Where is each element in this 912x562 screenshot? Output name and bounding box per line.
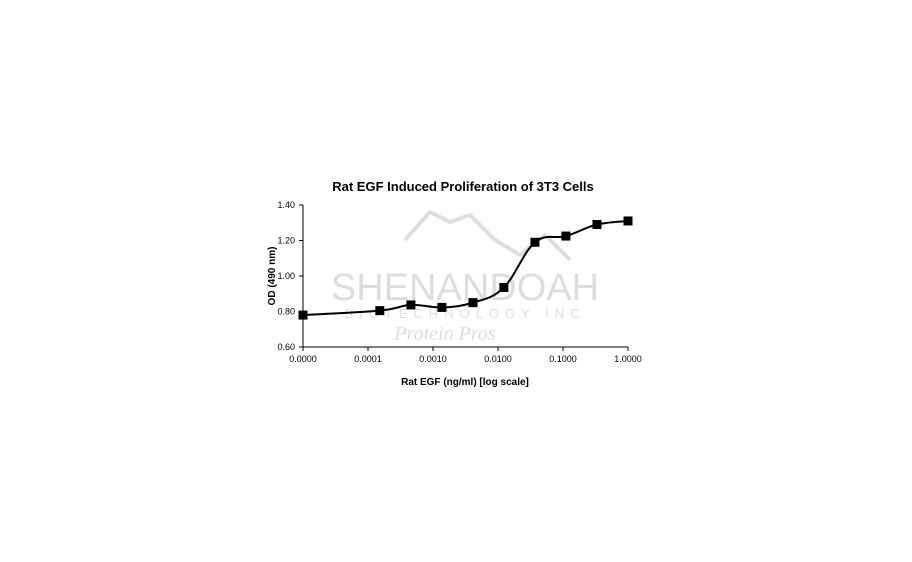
y-tick-label: 1.40 bbox=[277, 200, 295, 210]
x-axis-label: Rat EGF (ng/ml) [log scale] bbox=[401, 377, 529, 388]
x-tick-label: 0.0010 bbox=[419, 354, 447, 364]
series-line bbox=[302, 219, 629, 317]
x-tick-label: 1.0000 bbox=[614, 354, 642, 364]
svg-text:BIOTECHNOLOGY INC: BIOTECHNOLOGY INC bbox=[344, 306, 585, 321]
data-point bbox=[437, 302, 447, 312]
y-tick-label: 1.20 bbox=[277, 236, 295, 246]
data-point bbox=[530, 237, 540, 247]
x-tick-label: 0.1000 bbox=[549, 354, 577, 364]
y-axis-label: OD (490 nm) bbox=[267, 247, 278, 306]
data-point bbox=[468, 298, 478, 308]
data-point bbox=[499, 283, 509, 293]
x-tick-label: 0.0001 bbox=[354, 354, 382, 364]
data-point bbox=[375, 306, 385, 316]
data-point bbox=[561, 231, 571, 241]
chart-title: Rat EGF Induced Proliferation of 3T3 Cel… bbox=[332, 179, 594, 194]
data-point bbox=[298, 310, 308, 320]
x-tick-label: 0.0100 bbox=[484, 354, 512, 364]
y-tick-label: 0.60 bbox=[277, 342, 295, 352]
data-point bbox=[623, 216, 633, 226]
y-tick-label: 1.00 bbox=[277, 271, 295, 281]
x-tick-label: 0.0000 bbox=[289, 354, 317, 364]
svg-text:Protein Pros: Protein Pros bbox=[393, 323, 496, 345]
svg-text:SHENANDOAH: SHENANDOAH bbox=[331, 267, 599, 309]
data-point bbox=[592, 220, 602, 230]
data-point bbox=[406, 300, 416, 310]
y-tick-label: 0.80 bbox=[277, 307, 295, 317]
watermark-logo: SHENANDOAH BIOTECHNOLOGY INC Protein Pro… bbox=[331, 209, 599, 345]
